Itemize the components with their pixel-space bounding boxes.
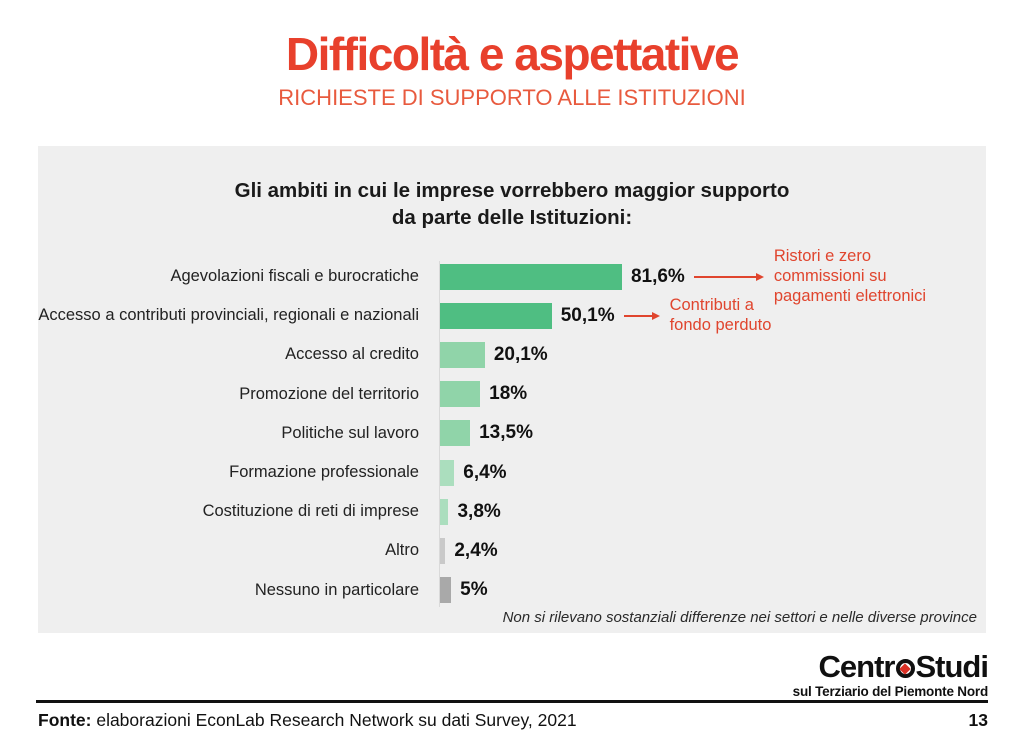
- bar-rows: Agevolazioni fiscali e burocratiche 81,6%…: [38, 247, 986, 610]
- bar-value-label: 81,6%: [630, 265, 685, 287]
- logo-diamond-icon: [899, 662, 911, 675]
- centrostudi-logo: Centr Studi sul Terziario del Piemonte No…: [792, 649, 989, 699]
- slide-subtitle: RICHIESTE DI SUPPORTO ALLE ISTITUZIONI: [278, 85, 746, 111]
- chart-axis-line: [439, 261, 440, 607]
- logo-target-icon: [895, 659, 915, 678]
- source-label: Fonte:: [38, 710, 92, 730]
- annotation-arrow-head: [755, 272, 764, 281]
- bar-annotation: Contributi a fondo perduto: [615, 296, 780, 336]
- bar-row: Formazione professionale 6,4%: [38, 453, 986, 492]
- bar: [440, 420, 471, 447]
- logo-text-part1: Centr: [818, 649, 896, 684]
- bar-chart: Agevolazioni fiscali e burocratiche 81,6%…: [38, 247, 986, 610]
- annotation-arrow-head: [651, 311, 660, 320]
- bar-value-label: 3,8%: [457, 500, 501, 522]
- bar: [440, 577, 452, 604]
- annotation-arrow-line: [623, 314, 652, 317]
- bar-area: 81,6% Ristori e zero commissioni su pagam…: [430, 247, 964, 306]
- bar-area: 3,8%: [430, 498, 501, 525]
- bar-row: Costituzione di reti di imprese 3,8%: [38, 492, 986, 531]
- bar-annotation: Ristori e zero commissioni su pagamenti …: [685, 247, 964, 306]
- bar-category-label: Altro: [385, 541, 419, 560]
- bar-row: Accesso a contributi provinciali, region…: [38, 296, 986, 335]
- annotation-text: Ristori e zero commissioni su pagamenti …: [773, 246, 927, 305]
- chart-title-line1: Gli ambiti in cui le imprese vorrebbero …: [234, 179, 790, 202]
- bar-area: 13,5%: [430, 420, 533, 447]
- chart-panel: Gli ambiti in cui le imprese vorrebbero …: [38, 146, 986, 633]
- bar-area: 20,1%: [430, 341, 548, 368]
- bar: [440, 459, 455, 486]
- bar: [440, 302, 552, 329]
- chart-footnote: Non si rilevano sostanziali differenze n…: [502, 609, 977, 626]
- bar: [440, 341, 485, 368]
- bar-row: Nessuno in particolare 5%: [38, 571, 986, 610]
- annotation-arrow-icon: [623, 311, 660, 320]
- annotation-text: Contributi a fondo perduto: [669, 295, 772, 334]
- bar-category-label: Formazione professionale: [229, 463, 419, 482]
- footer-source: Fonte: elaborazioni EconLab Research Net…: [38, 710, 577, 731]
- chart-title: Gli ambiti in cui le imprese vorrebbero …: [38, 178, 986, 231]
- annotation-arrow-icon: [693, 272, 764, 281]
- bar-category-label: Accesso a contributi provinciali, region…: [38, 306, 419, 325]
- bar-value-label: 18%: [489, 383, 528, 405]
- bar-category-label: Promozione del territorio: [239, 384, 419, 403]
- bar-area: 5%: [430, 577, 488, 604]
- bar-area: 18%: [430, 381, 528, 408]
- bar-area: 2,4%: [430, 537, 498, 564]
- bar-row: Promozione del territorio 18%: [38, 375, 986, 414]
- bar-value-label: 13,5%: [479, 422, 533, 444]
- footer-divider: [36, 700, 988, 703]
- bar: [440, 537, 446, 564]
- bar-row: Agevolazioni fiscali e burocratiche 81,6%…: [38, 247, 986, 305]
- bar-value-label: 2,4%: [454, 539, 498, 561]
- bar-row: Accesso al credito 20,1%: [38, 335, 986, 374]
- page-number: 13: [968, 710, 988, 730]
- slide-header: Difficoltà e aspettative RICHIESTE DI SU…: [0, 30, 1024, 111]
- bar: [440, 498, 449, 525]
- bar-row: Altro 2,4%: [38, 531, 986, 570]
- slide-title: Difficoltà e aspettative: [285, 28, 740, 80]
- bar-area: 50,1% Contributi a fondo perduto: [430, 296, 780, 336]
- bar-category-label: Agevolazioni fiscali e burocratiche: [170, 267, 419, 286]
- bar-row: Politiche sul lavoro 13,5%: [38, 414, 986, 453]
- bar-area: 6,4%: [430, 459, 507, 486]
- bar-category-label: Costituzione di reti di imprese: [202, 502, 419, 521]
- bar-value-label: 50,1%: [560, 304, 615, 326]
- bar: [440, 263, 622, 290]
- logo-text-part2: Studi: [915, 649, 989, 684]
- bar: [440, 381, 481, 408]
- annotation-arrow-line: [693, 275, 756, 278]
- centrostudi-logo-wordmark: Centr Studi: [793, 649, 989, 684]
- bar-value-label: 5%: [460, 579, 488, 601]
- source-text: elaborazioni EconLab Research Network su…: [91, 710, 577, 730]
- bar-category-label: Nessuno in particolare: [254, 580, 419, 599]
- bar-value-label: 20,1%: [493, 343, 548, 365]
- bar-category-label: Politiche sul lavoro: [281, 423, 419, 442]
- chart-title-line2: da parte delle Istituzioni:: [391, 205, 633, 229]
- logo-tagline: sul Terziario del Piemonte Nord: [792, 684, 989, 699]
- bar-value-label: 6,4%: [463, 461, 507, 483]
- bar-category-label: Accesso al credito: [285, 345, 419, 364]
